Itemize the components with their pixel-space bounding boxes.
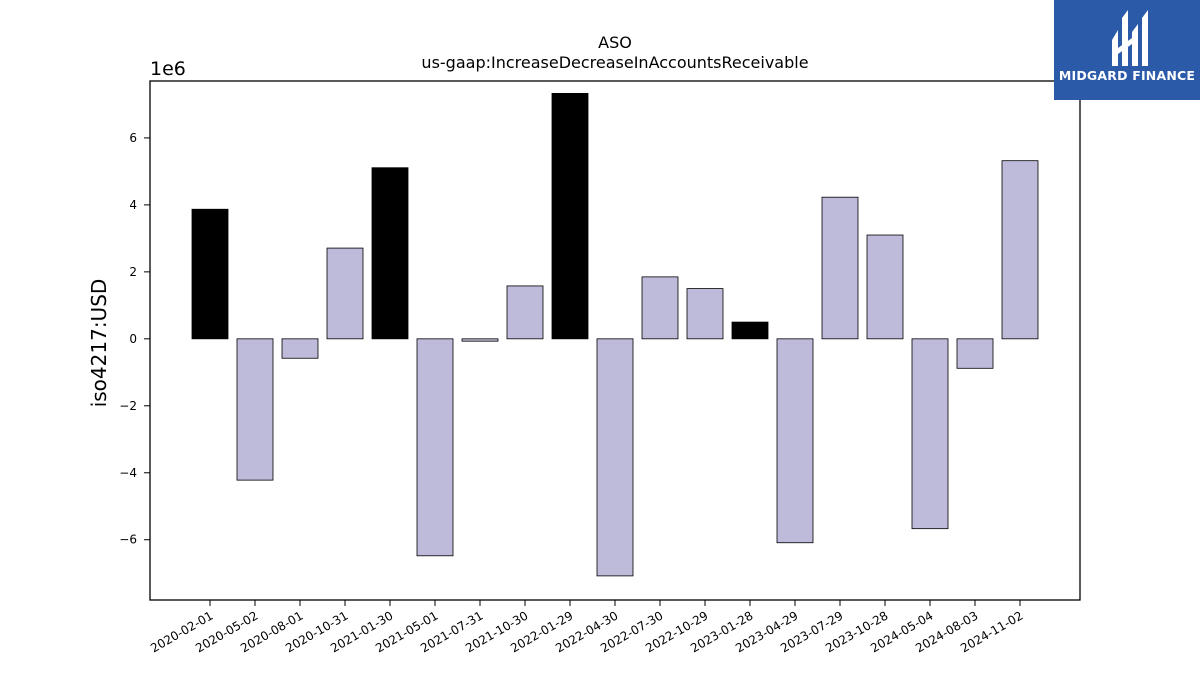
bars-group [191, 92, 1039, 577]
chart-title: ASO [598, 33, 632, 52]
plot-frame [149, 80, 1081, 601]
logo-text: MIDGARD FINANCE [1058, 68, 1196, 83]
bar-2024-05-04 [911, 338, 949, 530]
bar-2023-10-28 [866, 234, 904, 340]
bar-2020-02-01 [191, 208, 229, 340]
y-tick-label: 4 [129, 198, 137, 212]
y-tick-label: −4 [119, 466, 137, 480]
y-scale-label: 1e6 [150, 58, 186, 80]
y-tick-label: 2 [129, 265, 137, 279]
bar-2023-01-28 [731, 321, 769, 340]
bar-2022-01-29 [551, 92, 589, 340]
bar-2023-04-29 [776, 338, 814, 544]
y-tick-label: −6 [119, 533, 137, 547]
midgard-finance-logo: MIDGARD FINANCE [1054, 0, 1200, 100]
bar-2021-05-01 [416, 338, 454, 557]
bar-2021-10-30 [506, 285, 544, 340]
bar-2020-10-31 [326, 247, 364, 340]
bar-2022-07-30 [641, 276, 679, 340]
y-tick-label: 0 [129, 332, 137, 346]
y-tick-label: −2 [119, 399, 137, 413]
bar-2024-08-03 [956, 338, 994, 369]
bar-2022-04-30 [596, 338, 634, 577]
y-tick-label: 6 [129, 131, 137, 145]
bar-2020-05-02 [236, 338, 274, 481]
bar-2023-07-29 [821, 196, 859, 340]
y-axis-label: iso4217:USD [87, 279, 111, 408]
logo-mark-icon [1112, 10, 1148, 66]
bar-2021-07-31 [461, 338, 499, 342]
x-ticks-group: 2020-02-012020-05-022020-08-012020-10-31… [148, 600, 1026, 655]
chart-subtitle: us-gaap:IncreaseDecreaseInAccountsReceiv… [421, 53, 808, 72]
bar-2020-08-01 [281, 338, 319, 359]
bar-2022-10-29 [686, 288, 724, 340]
bar-2024-11-02 [1001, 160, 1039, 340]
y-ticks-group: −6 −4 −2 0 2 4 6 [119, 131, 150, 547]
bar-2021-01-30 [371, 167, 409, 340]
